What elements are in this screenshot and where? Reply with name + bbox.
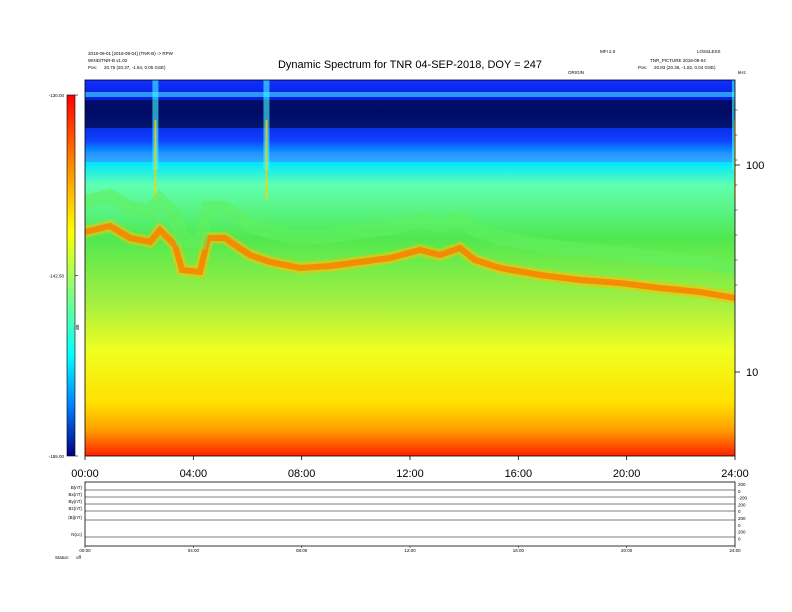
x-tick-label: 12:00 (396, 468, 424, 480)
colorbar (66, 94, 76, 457)
colorbar-tick-label: -130.00 (49, 93, 65, 98)
footer-value: off (76, 555, 82, 560)
lower-x-tick-label: 24:00 (729, 548, 741, 553)
lower-right-value: 0 (738, 489, 741, 494)
x-axis: 00:00 04:00 08:00 12:00 16:00 20:00 24:00 (71, 456, 749, 480)
crosshair-label: ORIGIN (568, 70, 584, 75)
lower-x-tick-label: 00:00 (79, 548, 91, 553)
lower-panel-frame (84, 481, 736, 547)
lower-panel-rows: B(nT)Bx(nT)By(nT)Bz(nT)|B|(nT)N(cc)2000-… (68, 482, 747, 541)
x-tick-label: 16:00 (505, 468, 533, 480)
lower-right-value: 200 (738, 482, 746, 487)
lower-right-value: 0 (738, 523, 741, 528)
meta-right-4-value: 20.83 (20.35, -1.82, 0.04 GSE) (654, 65, 716, 70)
burst-group (152, 80, 735, 200)
interference-band-lower (85, 152, 735, 162)
burst-core (154, 120, 157, 200)
lower-right-value: 200 (738, 502, 746, 507)
x-tick-label: 20:00 (613, 468, 641, 480)
lower-right-value: 0 (738, 536, 741, 541)
colorbar-tick-label: -142.50 (49, 274, 65, 279)
x-tick-label: 00:00 (71, 468, 99, 480)
x-tick-label: 04:00 (180, 468, 208, 480)
x-tick-label: 24:00 (721, 468, 749, 480)
lower-x-tick-label: 12:00 (404, 548, 416, 553)
meta-right-3: TNR_PICTURE 2018-09-04 (650, 58, 706, 63)
burst-core (734, 120, 735, 200)
meta-right-4-label: Pos: (638, 65, 647, 70)
lower-row-label: B(nT) (71, 485, 83, 490)
interference-line (85, 92, 735, 97)
lower-x-tick-label: 04:00 (188, 548, 200, 553)
lower-panel-x-axis: 00:00 04:00 08:00 12:00 16:00 20:00 24:00 (79, 546, 741, 553)
y-tick-label: 10 (746, 367, 758, 379)
meta-left-3-value: 20.76 (20.37, -1.84, 0.05 GSE) (104, 65, 166, 70)
lower-x-tick-label: 16:00 (513, 548, 525, 553)
footer-label: Status: (55, 555, 69, 560)
dark-band (85, 100, 735, 128)
lower-right-value: 0 (738, 509, 741, 514)
meta-right-2: LOSSLESS (697, 49, 721, 54)
khz-label: kHz (738, 70, 746, 75)
meta-left-2: WIND/TNR-B v1.02 (88, 58, 128, 63)
burst-streak (732, 80, 735, 170)
emission-ridge-halo (85, 219, 735, 304)
y-axis-right: 100 10 (735, 109, 764, 379)
burst-core (265, 120, 268, 200)
lower-row-label: Bx(nT) (69, 492, 83, 497)
meta-right-1: MFI 2.0 (600, 49, 616, 54)
colorbar-ticks: -130.00 -142.50 -155.00 (49, 93, 78, 459)
x-tick-label: 08:00 (288, 468, 316, 480)
spectrogram (85, 80, 735, 456)
lower-row-label: N(cc) (71, 532, 82, 537)
green-front (85, 188, 735, 275)
lower-right-value: 200 (738, 516, 746, 521)
colorbar-label: dB (75, 324, 80, 330)
lower-x-tick-label: 20:00 (621, 548, 633, 553)
lower-x-tick-label: 08:00 (296, 548, 308, 553)
lower-row-label: |B|(nT) (68, 515, 82, 520)
lower-right-value: 200 (738, 530, 746, 535)
y-tick-label: 100 (746, 160, 764, 172)
meta-left-3-label: Pos: (88, 65, 97, 70)
lower-row-label: By(nT) (69, 499, 83, 504)
meta-left-1: 2018-09-01 [2018-09-04] (TNR-B) -> RPW (88, 51, 174, 56)
colorbar-tick-label: -155.00 (49, 454, 65, 459)
lower-row-label: Bz(nT) (69, 506, 83, 511)
chart-title: Dynamic Spectrum for TNR 04-SEP-2018, DO… (278, 59, 542, 71)
lower-right-value: -200 (738, 496, 748, 501)
